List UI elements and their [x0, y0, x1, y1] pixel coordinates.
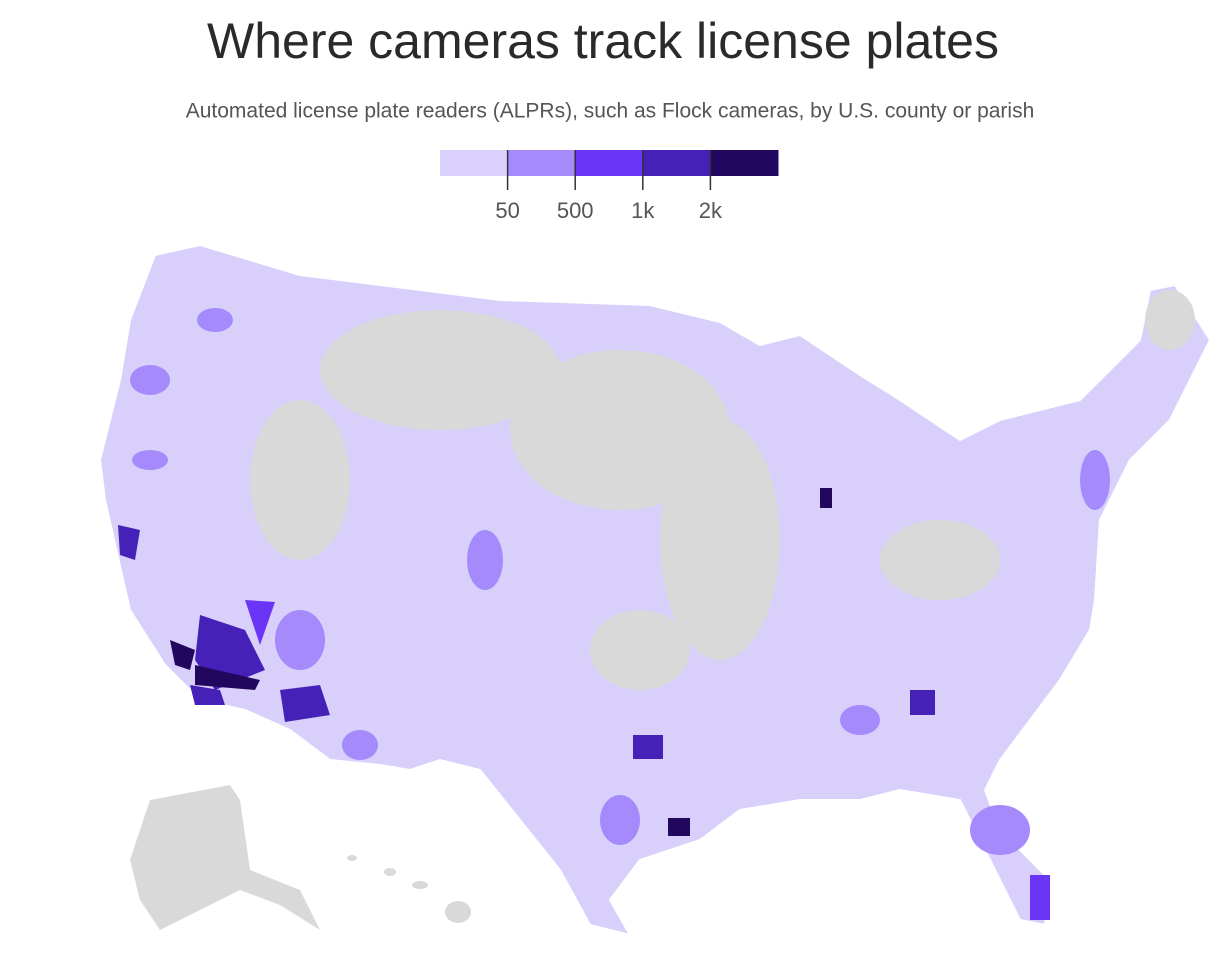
title: Where cameras track license plates — [207, 13, 999, 69]
legend-tick-label: 1k — [631, 198, 655, 223]
legend-tick-label: 500 — [557, 198, 594, 223]
legend-tick-label: 2k — [699, 198, 723, 223]
legend-swatch — [642, 150, 711, 176]
legend-swatch — [507, 150, 576, 176]
hawaii — [347, 855, 471, 923]
hotspots — [118, 308, 1110, 920]
us-map — [98, 243, 1212, 937]
legend-swatch — [710, 150, 779, 176]
lower-48 — [98, 243, 1212, 937]
no-data-areas — [250, 290, 1195, 690]
subtitle: Automated license plate readers (ALPRs),… — [186, 100, 1035, 123]
legend-swatch — [575, 150, 644, 176]
legend: 50 500 1k 2k — [440, 150, 779, 223]
alaska — [130, 785, 320, 930]
legend-tick-label: 50 — [495, 198, 519, 223]
legend-swatch — [440, 150, 509, 176]
